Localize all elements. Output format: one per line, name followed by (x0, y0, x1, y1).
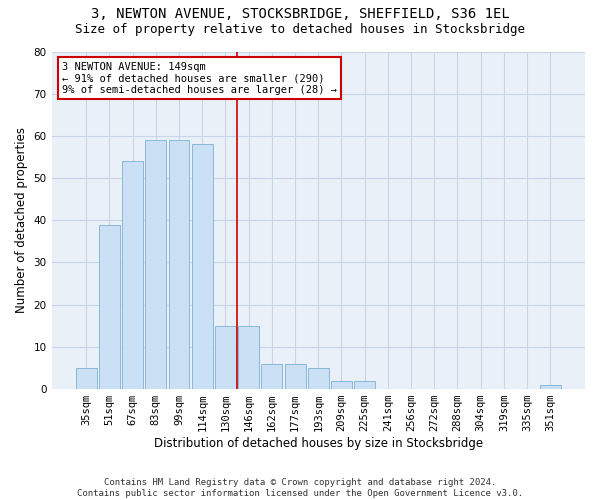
Text: 3, NEWTON AVENUE, STOCKSBRIDGE, SHEFFIELD, S36 1EL: 3, NEWTON AVENUE, STOCKSBRIDGE, SHEFFIEL… (91, 8, 509, 22)
Bar (354, 380, 375, 389)
Y-axis label: Number of detached properties: Number of detached properties (15, 128, 28, 314)
Bar (331, 380, 352, 389)
Bar (262, 364, 283, 389)
Bar (145, 140, 166, 389)
Bar (284, 364, 305, 389)
Bar (215, 326, 236, 389)
Bar (76, 368, 97, 389)
Text: Size of property relative to detached houses in Stocksbridge: Size of property relative to detached ho… (75, 22, 525, 36)
Bar (238, 326, 259, 389)
Bar (192, 144, 212, 389)
Bar (122, 161, 143, 389)
Text: 3 NEWTON AVENUE: 149sqm
← 91% of detached houses are smaller (290)
9% of semi-de: 3 NEWTON AVENUE: 149sqm ← 91% of detache… (62, 62, 337, 95)
Bar (99, 224, 120, 389)
Bar (169, 140, 190, 389)
Bar (540, 385, 561, 389)
Text: Contains HM Land Registry data © Crown copyright and database right 2024.
Contai: Contains HM Land Registry data © Crown c… (77, 478, 523, 498)
X-axis label: Distribution of detached houses by size in Stocksbridge: Distribution of detached houses by size … (154, 437, 483, 450)
Bar (308, 368, 329, 389)
